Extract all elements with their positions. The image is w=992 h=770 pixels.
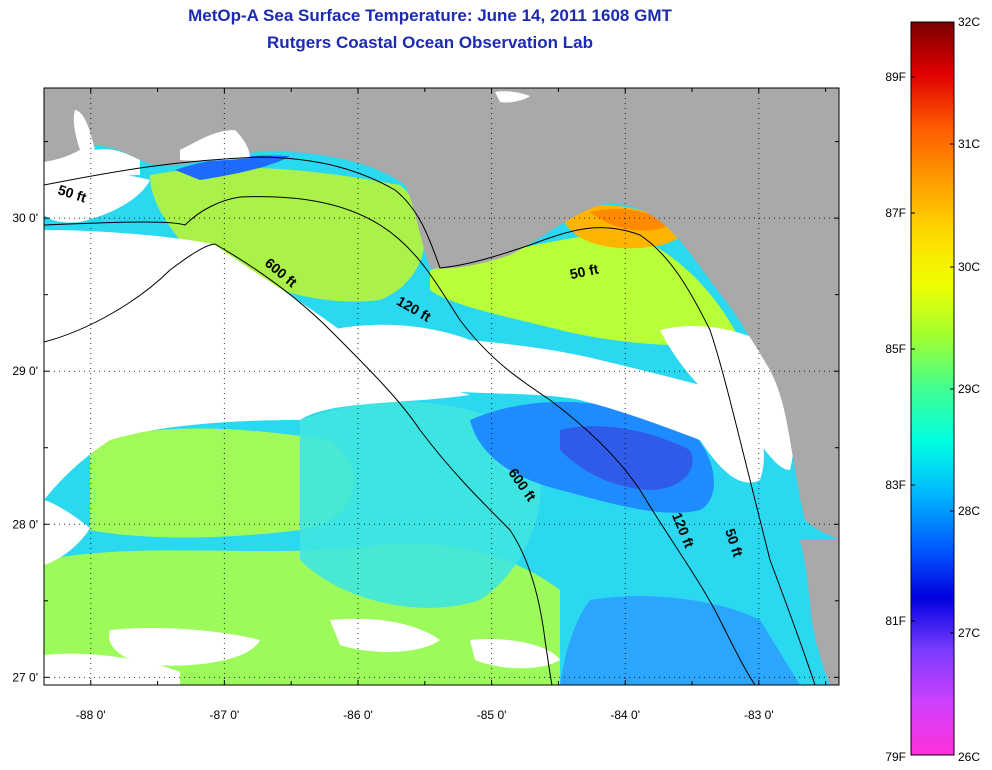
y-tick-label: 29 0' xyxy=(12,364,38,378)
cloud-east xyxy=(660,325,794,470)
colorbar-fahrenheit-label: 81F xyxy=(885,614,906,628)
y-tick-label: 30 0' xyxy=(12,211,38,225)
colorbar-celsius-label: 29C xyxy=(958,382,980,396)
blue-patch-south xyxy=(560,596,800,685)
contour-50ft xyxy=(44,156,816,685)
cool-patch-center xyxy=(300,401,541,608)
map-subtitle: Rutgers Coastal Ocean Observation Lab xyxy=(267,33,593,52)
colorbar-celsius-label: 31C xyxy=(958,137,980,151)
cool-coast-west xyxy=(175,155,290,180)
cloud-south-3 xyxy=(470,639,560,669)
colorbar-fahrenheit-label: 87F xyxy=(885,206,906,220)
colorbar-fahrenheit-label: 85F xyxy=(885,342,906,356)
land-white-mobile xyxy=(44,110,140,178)
colorbar-fahrenheit-label: 89F xyxy=(885,70,906,84)
colorbar-celsius-label: 30C xyxy=(958,260,980,274)
x-tick-label: -87 0' xyxy=(210,708,240,722)
map-title: MetOp-A Sea Surface Temperature: June 14… xyxy=(188,6,672,25)
land-white-bay xyxy=(495,91,530,103)
cloud-bottom-left xyxy=(44,653,180,685)
cloud-southwest xyxy=(44,500,90,565)
x-tick-label: -86 0' xyxy=(343,708,373,722)
cloud-west-gulf xyxy=(44,230,470,500)
x-tick-label: -84 0' xyxy=(610,708,640,722)
warm-apalachee-core xyxy=(590,208,670,231)
land-north xyxy=(44,88,839,540)
cloud-south xyxy=(109,628,261,666)
shelf-east xyxy=(430,230,740,346)
colorbar-celsius-label: 32C xyxy=(958,15,980,29)
x-tick-label: -85 0' xyxy=(477,708,507,722)
colorbar-scale xyxy=(910,21,955,756)
x-tick-label: -88 0' xyxy=(76,708,106,722)
contour-120ft xyxy=(44,196,756,685)
colorbar-celsius-label: 28C xyxy=(958,504,980,518)
deep-blue-patch xyxy=(560,426,693,490)
cloud-north-shore xyxy=(44,172,150,223)
colorbar-fahrenheit-label: 83F xyxy=(885,478,906,492)
shelf-north xyxy=(150,167,425,302)
colorbar-celsius-label: 26C xyxy=(958,750,980,764)
colorbar-fahrenheit-label: 79F xyxy=(885,750,906,764)
y-tick-label: 28 0' xyxy=(12,517,38,531)
warm-band-west xyxy=(90,428,354,538)
contour-label: 50 ft xyxy=(568,261,600,283)
cloud-central xyxy=(330,324,764,483)
colorbar-celsius-label: 27C xyxy=(958,626,980,640)
land-white-cape xyxy=(180,130,250,161)
y-tick-label: 27 0' xyxy=(12,670,38,684)
land-south-florida xyxy=(800,540,839,685)
plot-frame xyxy=(43,87,840,686)
contour-600ft xyxy=(44,243,553,685)
x-tick-label: -83 0' xyxy=(744,708,774,722)
